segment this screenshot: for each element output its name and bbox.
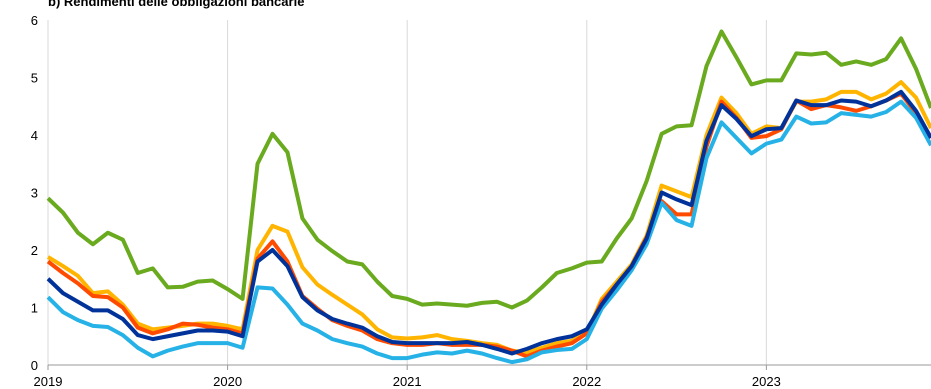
x-tick-label: 2020	[213, 374, 242, 389]
series-line	[46, 80, 931, 355]
y-tick-label: 3	[31, 186, 38, 201]
x-tick-label: 2019	[34, 374, 63, 389]
y-tick-label: 5	[31, 71, 38, 86]
chart-title: b) Rendimenti delle obbligazioni bancari…	[48, 0, 304, 9]
y-tick-label: 1	[31, 301, 38, 316]
series-line	[46, 29, 931, 310]
x-tick-label: 2023	[752, 374, 781, 389]
x-tick-label: 2022	[572, 374, 601, 389]
series-line	[46, 91, 931, 359]
y-tick-label: 4	[31, 128, 38, 143]
y-tick-label: 2	[31, 243, 38, 258]
x-tick-label: 2021	[393, 374, 422, 389]
series-line	[46, 89, 931, 356]
series-line	[46, 99, 931, 365]
y-tick-label: 0	[31, 358, 38, 373]
y-tick-label: 6	[31, 13, 38, 28]
